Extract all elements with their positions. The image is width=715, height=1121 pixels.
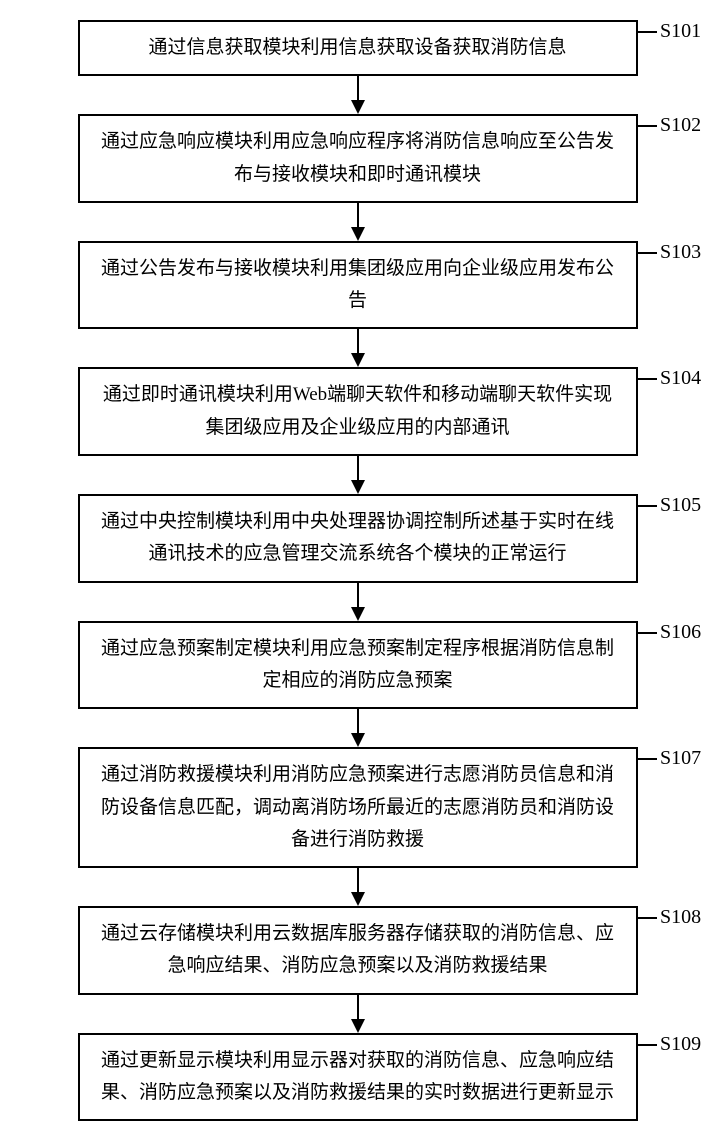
flow-step-row: 通过更新显示模块利用显示器对获取的消防信息、应急响应结果、消防应急预案以及消防救… xyxy=(0,1033,715,1121)
flow-arrow xyxy=(348,709,368,747)
flow-step-label: S109 xyxy=(660,1033,701,1056)
flow-step-row: 通过中央控制模块利用中央处理器协调控制所述基于实时在线通讯技术的应急管理交流系统… xyxy=(0,494,715,583)
flow-step-box: 通过更新显示模块利用显示器对获取的消防信息、应急响应结果、消防应急预案以及消防救… xyxy=(78,1033,638,1121)
flow-step-text: 通过更新显示模块利用显示器对获取的消防信息、应急响应结果、消防应急预案以及消防救… xyxy=(94,1045,622,1110)
flow-step-text: 通过公告发布与接收模块利用集团级应用向企业级应用发布公告 xyxy=(94,253,622,318)
flow-step-box: 通过应急预案制定模块利用应急预案制定程序根据消防信息制定相应的消防应急预案 xyxy=(78,621,638,710)
flow-step-row: 通过云存储模块利用云数据库服务器存储获取的消防信息、应急响应结果、消防应急预案以… xyxy=(0,906,715,995)
label-leader-line xyxy=(637,758,657,760)
flow-step-text: 通过应急预案制定模块利用应急预案制定程序根据消防信息制定相应的消防应急预案 xyxy=(94,633,622,698)
flow-step-row: 通过公告发布与接收模块利用集团级应用向企业级应用发布公告 S103 xyxy=(0,241,715,330)
flow-step-text: 通过即时通讯模块利用Web端聊天软件和移动端聊天软件实现集团级应用及企业级应用的… xyxy=(94,379,622,444)
flow-step-label: S108 xyxy=(660,906,701,929)
label-leader-line xyxy=(637,378,657,380)
flow-step-row: 通过即时通讯模块利用Web端聊天软件和移动端聊天软件实现集团级应用及企业级应用的… xyxy=(0,367,715,456)
flow-step-text: 通过消防救援模块利用消防应急预案进行志愿消防员信息和消防设备信息匹配，调动离消防… xyxy=(94,759,622,856)
label-leader-line xyxy=(637,1044,657,1046)
flow-step-row: 通过应急预案制定模块利用应急预案制定程序根据消防信息制定相应的消防应急预案 S10… xyxy=(0,621,715,710)
flow-step-label: S107 xyxy=(660,747,701,770)
flow-step-label: S104 xyxy=(660,367,701,390)
flow-step-label: S105 xyxy=(660,494,701,517)
label-leader-line xyxy=(637,125,657,127)
flow-step-box: 通过应急响应模块利用应急响应程序将消防信息响应至公告发布与接收模块和即时通讯模块 xyxy=(78,114,638,203)
flow-step-text: 通过信息获取模块利用信息获取设备获取消防信息 xyxy=(148,32,566,64)
flow-step-text: 通过云存储模块利用云数据库服务器存储获取的消防信息、应急响应结果、消防应急预案以… xyxy=(94,918,622,983)
flow-arrow xyxy=(348,456,368,494)
flow-arrow xyxy=(348,329,368,367)
label-leader-line xyxy=(637,31,657,33)
flow-step-box: 通过消防救援模块利用消防应急预案进行志愿消防员信息和消防设备信息匹配，调动离消防… xyxy=(78,747,638,868)
label-leader-line xyxy=(637,252,657,254)
label-leader-line xyxy=(637,505,657,507)
flow-arrow xyxy=(348,203,368,241)
flow-step-row: 通过消防救援模块利用消防应急预案进行志愿消防员信息和消防设备信息匹配，调动离消防… xyxy=(0,747,715,868)
label-leader-line xyxy=(637,632,657,634)
flow-step-row: 通过信息获取模块利用信息获取设备获取消防信息 S101 xyxy=(0,20,715,76)
flow-step-label: S102 xyxy=(660,114,701,137)
flow-step-text: 通过中央控制模块利用中央处理器协调控制所述基于实时在线通讯技术的应急管理交流系统… xyxy=(94,506,622,571)
flow-step-row: 通过应急响应模块利用应急响应程序将消防信息响应至公告发布与接收模块和即时通讯模块… xyxy=(0,114,715,203)
flow-step-box: 通过公告发布与接收模块利用集团级应用向企业级应用发布公告 xyxy=(78,241,638,330)
flow-step-box: 通过中央控制模块利用中央处理器协调控制所述基于实时在线通讯技术的应急管理交流系统… xyxy=(78,494,638,583)
label-leader-line xyxy=(637,917,657,919)
flow-step-text: 通过应急响应模块利用应急响应程序将消防信息响应至公告发布与接收模块和即时通讯模块 xyxy=(94,126,622,191)
flow-arrow xyxy=(348,995,368,1033)
flow-step-box: 通过云存储模块利用云数据库服务器存储获取的消防信息、应急响应结果、消防应急预案以… xyxy=(78,906,638,995)
flowchart-container: 通过信息获取模块利用信息获取设备获取消防信息 S101 通过应急响应模块利用应急响应… xyxy=(0,20,715,1121)
flow-step-box: 通过即时通讯模块利用Web端聊天软件和移动端聊天软件实现集团级应用及企业级应用的… xyxy=(78,367,638,456)
flow-arrow xyxy=(348,583,368,621)
flow-step-box: 通过信息获取模块利用信息获取设备获取消防信息 xyxy=(78,20,638,76)
flow-step-label: S103 xyxy=(660,241,701,264)
flow-step-label: S106 xyxy=(660,621,701,644)
flow-arrow xyxy=(348,868,368,906)
flow-arrow xyxy=(348,76,368,114)
flow-step-label: S101 xyxy=(660,20,701,43)
